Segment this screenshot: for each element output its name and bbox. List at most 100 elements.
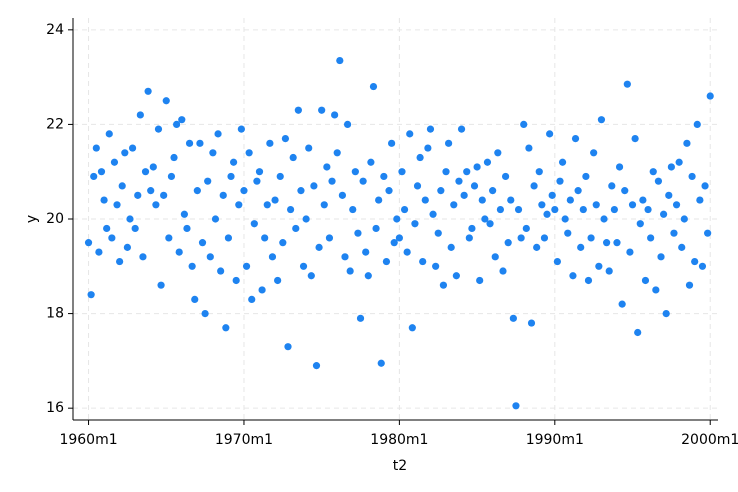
point [499, 267, 507, 275]
point [558, 158, 567, 166]
point [178, 116, 186, 124]
point [97, 168, 106, 176]
point [548, 191, 556, 199]
point [338, 191, 346, 199]
point [84, 239, 93, 247]
point [279, 239, 287, 247]
point [346, 267, 354, 275]
point [683, 139, 691, 147]
point [227, 172, 235, 181]
point [116, 257, 124, 266]
point [214, 130, 222, 138]
point [647, 234, 655, 242]
point [206, 253, 214, 261]
point [354, 229, 362, 237]
point [248, 295, 256, 303]
point [597, 116, 606, 124]
point [147, 187, 155, 195]
point [522, 224, 530, 233]
point [634, 328, 642, 337]
point [434, 229, 442, 237]
x-axis-label: t2 [393, 458, 407, 474]
y-tick-label: 22 [46, 116, 64, 132]
point [364, 272, 372, 280]
point [297, 187, 305, 195]
point [411, 220, 419, 228]
point [382, 257, 391, 266]
point [626, 248, 634, 256]
point [631, 135, 639, 143]
point [237, 125, 245, 133]
point [250, 220, 258, 228]
point [245, 149, 253, 157]
point [372, 224, 380, 233]
point [590, 149, 598, 157]
point [144, 87, 152, 95]
point [349, 205, 357, 214]
point [390, 239, 398, 247]
point [595, 262, 603, 270]
point [230, 158, 238, 166]
point [185, 139, 194, 147]
x-tick-label: 1990m1 [526, 432, 584, 448]
point [400, 205, 409, 214]
point [416, 153, 424, 162]
point [367, 158, 375, 166]
point [92, 144, 100, 152]
point [465, 234, 473, 242]
point [657, 253, 665, 261]
point [294, 106, 302, 114]
point [90, 172, 98, 181]
point [437, 187, 445, 195]
point [538, 201, 546, 209]
point [240, 187, 248, 195]
point [608, 182, 616, 190]
point [201, 309, 209, 318]
point [261, 234, 269, 242]
point [328, 177, 336, 185]
point [571, 135, 580, 143]
point [432, 262, 440, 270]
point [654, 177, 663, 185]
point [318, 106, 326, 114]
point [574, 187, 582, 195]
point [232, 276, 240, 285]
point [162, 97, 170, 105]
y-tick-label: 16 [46, 400, 64, 416]
point [450, 201, 458, 209]
point [600, 215, 608, 223]
point [369, 82, 378, 91]
point [126, 215, 134, 223]
point [325, 234, 334, 242]
point [380, 172, 388, 181]
point [188, 262, 196, 270]
point [268, 253, 277, 261]
point [333, 149, 341, 157]
point [160, 191, 168, 199]
point [299, 262, 308, 270]
point [639, 196, 647, 204]
point [698, 262, 707, 270]
point [424, 144, 432, 152]
point [628, 201, 637, 209]
point [543, 210, 551, 218]
point [284, 343, 292, 351]
point [691, 257, 699, 266]
point [429, 210, 437, 218]
point [445, 139, 453, 147]
point [605, 267, 613, 275]
point [289, 153, 297, 162]
point [517, 234, 525, 242]
point [486, 220, 494, 228]
point [351, 168, 359, 176]
point [672, 201, 681, 209]
point [167, 172, 176, 181]
point [577, 243, 585, 251]
point [209, 149, 217, 157]
point [281, 135, 290, 143]
point [121, 149, 129, 157]
point [457, 125, 466, 133]
point [204, 177, 212, 185]
point [385, 187, 393, 195]
